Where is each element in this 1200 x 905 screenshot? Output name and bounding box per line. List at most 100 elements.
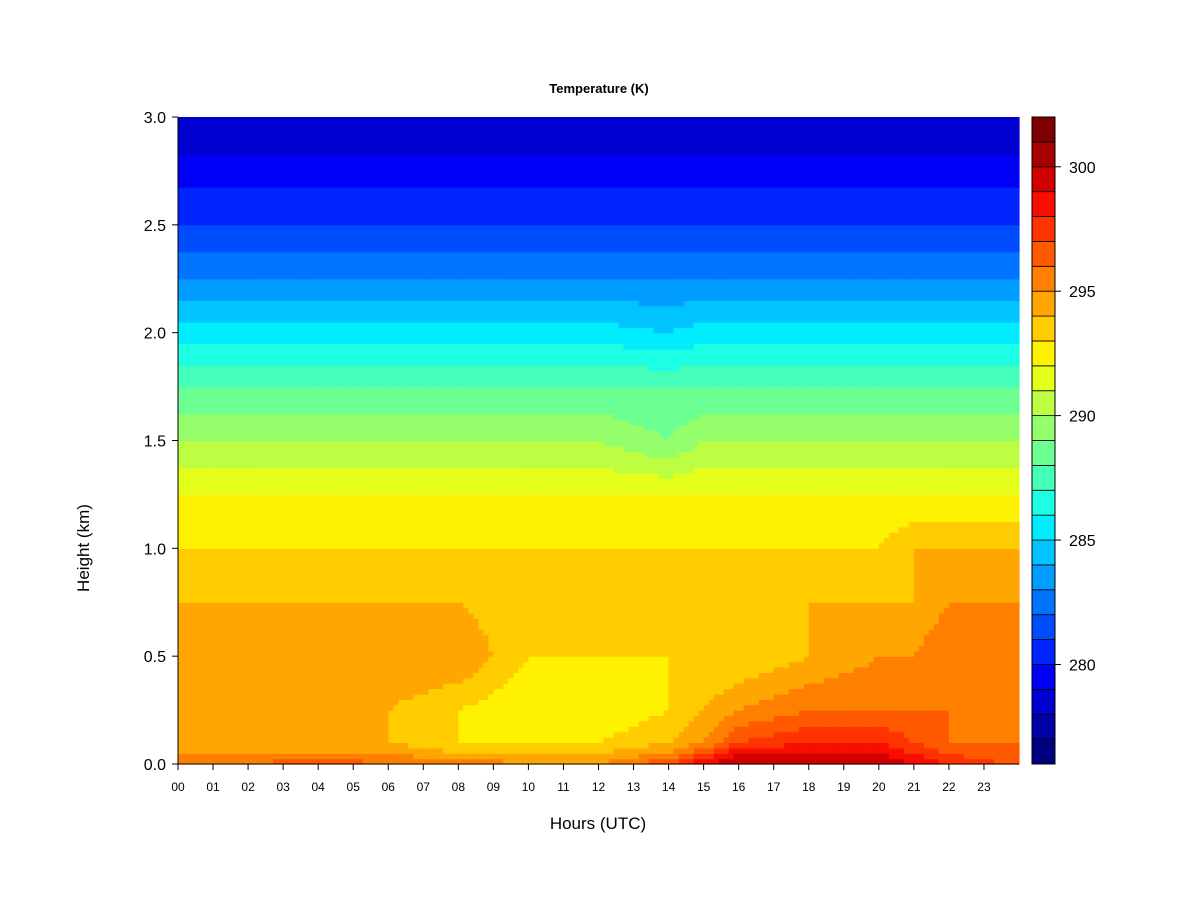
heatmap-cell <box>433 467 439 496</box>
heatmap-cell <box>763 251 770 280</box>
heatmap-cell <box>638 424 645 452</box>
heatmap-cell <box>688 451 695 474</box>
heatmap-cell <box>518 321 525 345</box>
heatmap-cell <box>318 602 324 754</box>
heatmap-cell <box>738 753 745 765</box>
heatmap-cell <box>783 666 790 695</box>
heatmap-cell <box>588 386 595 415</box>
heatmap-cell <box>533 224 540 253</box>
heatmap-cell <box>278 753 284 760</box>
heatmap-cell <box>228 467 234 496</box>
heatmap-cell <box>528 117 535 156</box>
heatmap-cell <box>578 413 585 442</box>
heatmap-cell <box>388 224 394 253</box>
heatmap-cell <box>578 321 585 345</box>
heatmap-cell <box>393 440 399 469</box>
heatmap-cell <box>868 321 875 345</box>
heatmap-cell <box>448 467 454 496</box>
heatmap-cell <box>323 251 329 280</box>
heatmap-cell <box>688 117 695 156</box>
heatmap-cell <box>748 278 755 301</box>
heatmap-cell <box>923 278 930 301</box>
heatmap-cell <box>533 440 540 469</box>
heatmap-cell <box>583 548 590 657</box>
heatmap-cell <box>238 365 244 388</box>
heatmap-cell <box>418 747 424 760</box>
heatmap-cell <box>448 602 454 684</box>
heatmap-cell <box>513 548 520 673</box>
heatmap-cell <box>278 365 284 388</box>
heatmap-cell <box>338 413 344 442</box>
heatmap-cell <box>183 343 189 366</box>
heatmap-cell <box>543 386 550 415</box>
heatmap-cell <box>358 602 364 754</box>
heatmap-cell <box>508 343 514 366</box>
heatmap-cell <box>308 343 314 366</box>
heatmap-cell <box>563 321 570 345</box>
heatmap-cell <box>968 602 975 744</box>
heatmap-cell <box>943 224 950 253</box>
heatmap-cell <box>553 656 560 744</box>
heatmap-cell <box>683 451 690 474</box>
heatmap-cell <box>903 117 910 156</box>
heatmap-cell <box>228 343 234 366</box>
heatmap-cell <box>283 187 289 226</box>
heatmap-cell <box>918 494 925 522</box>
heatmap-cell <box>628 278 635 301</box>
heatmap-cell <box>458 753 464 760</box>
heatmap-cell <box>793 467 800 496</box>
heatmap-cell <box>993 440 1000 469</box>
heatmap-cell <box>913 548 920 652</box>
heatmap-cell <box>913 187 920 226</box>
heatmap-cell <box>953 278 960 301</box>
heatmap-cell <box>253 154 259 188</box>
heatmap-cell <box>533 413 540 442</box>
heatmap-cell <box>593 154 600 188</box>
heatmap-cell <box>703 747 710 754</box>
heatmap-cell <box>828 117 835 156</box>
heatmap-cell <box>618 386 625 420</box>
heatmap-cell <box>318 440 324 469</box>
heatmap-cell <box>493 117 499 156</box>
heatmap-cell <box>568 321 575 345</box>
heatmap-cell <box>713 365 720 388</box>
heatmap-cell <box>983 440 990 469</box>
heatmap-cell <box>378 278 384 301</box>
heatmap-cell <box>448 413 454 442</box>
heatmap-cell <box>208 548 214 603</box>
heatmap-cell <box>418 758 424 765</box>
heatmap-cell <box>548 494 555 549</box>
heatmap-cell <box>963 154 970 188</box>
heatmap-cell <box>798 413 805 442</box>
heatmap-cell <box>633 154 640 188</box>
heatmap-cell <box>538 321 545 345</box>
heatmap-cell <box>818 548 825 603</box>
heatmap-cell <box>783 693 790 717</box>
heatmap-cell <box>713 321 720 345</box>
heatmap-cell <box>898 494 905 528</box>
heatmap-cell <box>598 753 605 765</box>
heatmap-cell <box>643 386 650 431</box>
heatmap-cell <box>678 305 685 328</box>
heatmap-cell <box>703 440 710 469</box>
heatmap-cell <box>578 656 585 744</box>
heatmap-cell <box>883 251 890 280</box>
heatmap-cell <box>873 656 880 711</box>
heatmap-cell <box>643 278 650 307</box>
heatmap-cell <box>268 440 274 469</box>
heatmap-cell <box>593 117 600 156</box>
heatmap-cell <box>478 629 484 668</box>
heatmap-cell <box>928 251 935 280</box>
heatmap-cell <box>188 278 194 301</box>
heatmap-cell <box>238 343 244 366</box>
heatmap-cell <box>403 467 409 496</box>
heatmap-cell <box>383 343 389 366</box>
heatmap-cell <box>563 187 570 226</box>
heatmap-cell <box>898 224 905 253</box>
heatmap-cell <box>188 548 194 603</box>
heatmap-cell <box>713 386 720 415</box>
heatmap-cell <box>363 413 369 442</box>
heatmap-cell <box>443 602 449 684</box>
heatmap-cell <box>188 494 194 549</box>
heatmap-cell <box>718 467 725 496</box>
